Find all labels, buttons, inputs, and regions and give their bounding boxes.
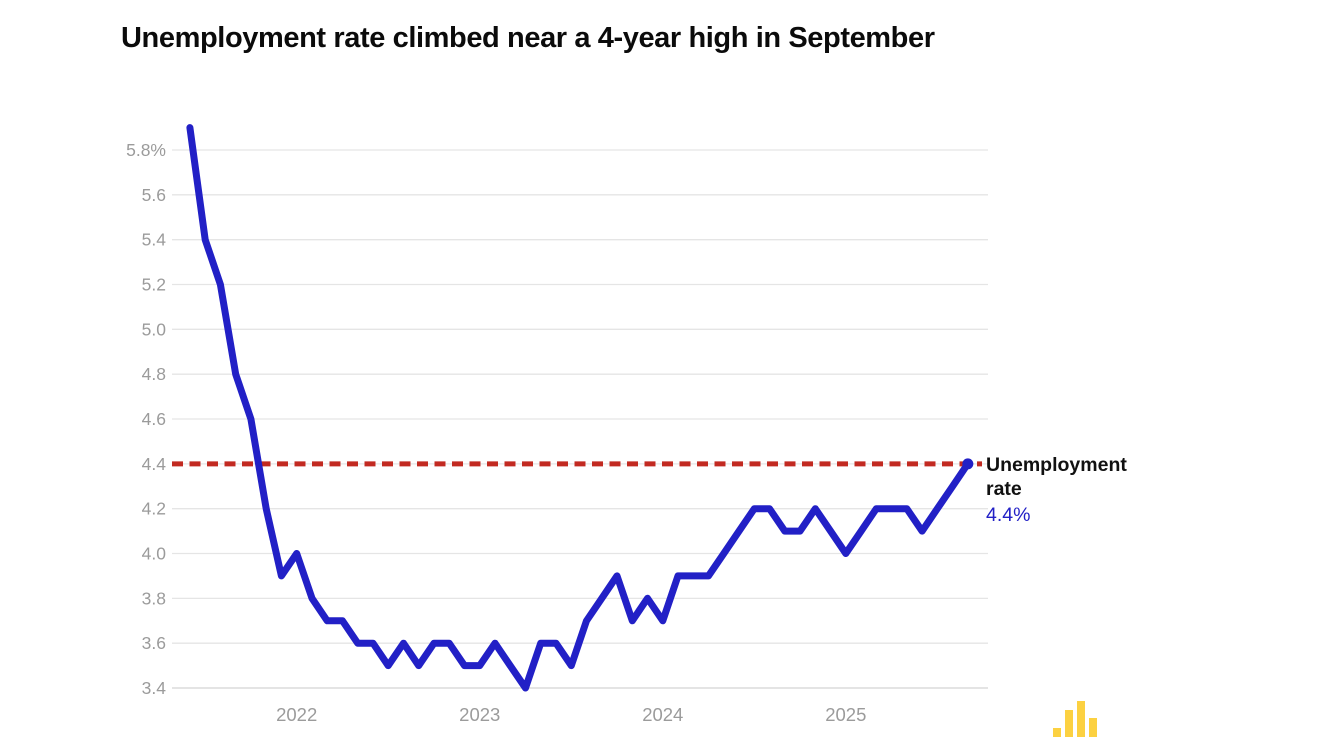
line-end-point-marker [962,458,974,470]
series-label-line2: rate [986,478,1022,500]
y-axis-tick-label: 5.8% [126,140,166,160]
y-axis-tick-label: 3.8 [142,588,166,608]
y-axis-tick-label: 4.2 [142,499,166,519]
y-axis-tick-label: 3.6 [142,633,166,653]
y-axis-tick-label: 5.2 [142,275,166,295]
logo-bar [1089,718,1097,737]
logo-bar [1077,701,1085,737]
x-axis-tick-label: 2024 [642,704,683,725]
y-axis-tick-label: 5.4 [142,230,167,250]
y-axis-tick-label: 5.6 [142,185,166,205]
x-axis-tick-label: 2025 [825,704,866,725]
y-axis-tick-label: 4.4 [142,454,167,474]
y-axis-tick-label: 4.8 [142,364,166,384]
series-label-line1: Unemployment [986,454,1127,476]
bar-chart-logo-icon[interactable] [1050,698,1110,737]
unemployment-rate-line-series [186,124,972,692]
chart-title: Unemployment rate climbed near a 4-year … [121,22,935,54]
x-axis-tick-label: 2022 [276,704,317,725]
y-axis-tick-label: 4.0 [142,544,167,564]
series-value-label: 4.4% [986,504,1031,526]
y-axis-tick-label: 5.0 [142,319,167,339]
logo-bar [1053,728,1061,737]
series-annotation: Unemployment rate 4.4% [986,453,1136,527]
y-axis-tick-label: 3.4 [142,678,167,698]
x-axis-tick-label: 2023 [459,704,500,725]
logo-bar [1065,710,1073,737]
y-axis-tick-label: 4.6 [142,409,166,429]
